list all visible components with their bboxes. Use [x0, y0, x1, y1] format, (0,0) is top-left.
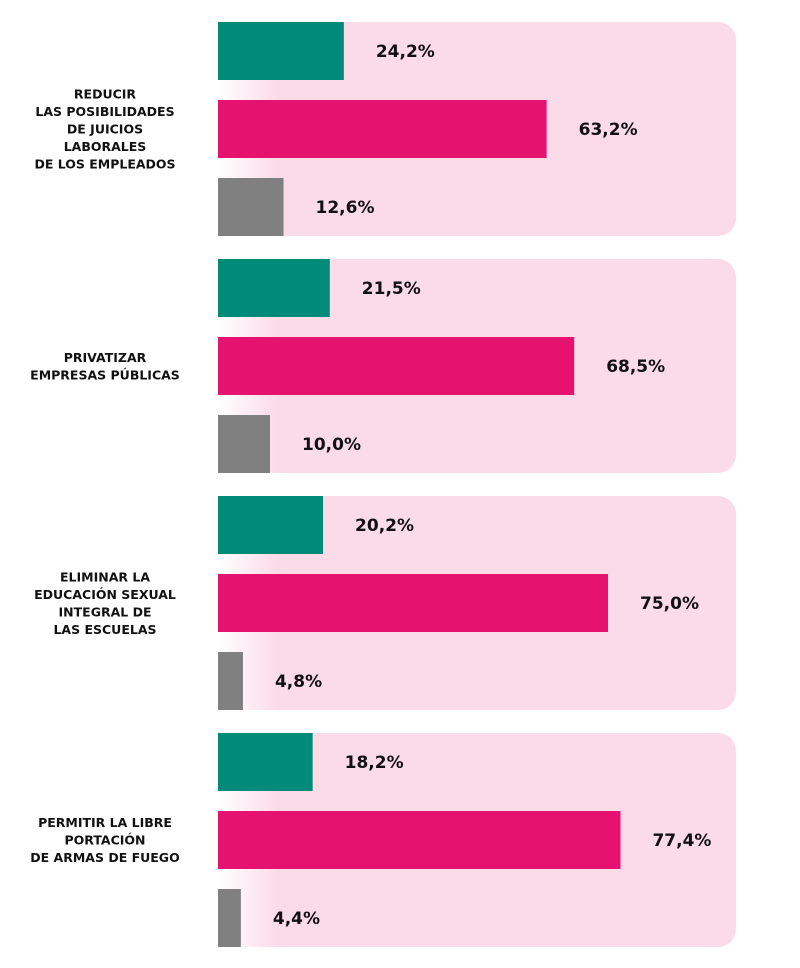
bar — [218, 178, 284, 236]
bar — [218, 100, 547, 158]
category-label: PRIVATIZAR — [64, 350, 147, 365]
category-label: PORTACIÓN — [65, 833, 146, 848]
bar — [218, 733, 313, 791]
data-label: 18,2% — [345, 753, 404, 773]
data-label: 75,0% — [640, 594, 699, 614]
bar — [218, 574, 608, 632]
bar — [218, 652, 243, 710]
bar — [218, 496, 324, 554]
category-group: PRIVATIZAR EMPRESAS PÚBLICAS 21,5% 68,5% 10,… — [30, 259, 736, 473]
data-label: 4,4% — [273, 909, 320, 929]
data-label: 68,5% — [606, 357, 665, 377]
category-group: REDUCIR LAS POSIBILIDADES DE JUICIOS LABORA… — [34, 22, 736, 236]
bar — [218, 22, 344, 80]
category-label: LABORALES — [64, 139, 147, 154]
data-label: 21,5% — [362, 279, 421, 299]
category-label: REDUCIR — [74, 87, 137, 102]
bar — [218, 811, 621, 869]
category-group: ELIMINAR LA EDUCACIÓN SEXUAL INTEGRAL DE LA… — [34, 496, 736, 710]
data-label: 10,0% — [302, 435, 361, 455]
bar — [218, 337, 575, 395]
category-label: LAS POSIBILIDADES — [35, 104, 174, 119]
data-label: 63,2% — [579, 120, 638, 140]
category-label: LAS ESCUELAS — [53, 622, 156, 637]
data-label: 24,2% — [376, 42, 435, 62]
bar — [218, 415, 270, 473]
bar — [218, 889, 241, 947]
category-label: EMPRESAS PÚBLICAS — [30, 367, 180, 382]
bar — [218, 259, 330, 317]
category-label: DE JUICIOS — [67, 122, 143, 137]
category-label: INTEGRAL DE — [59, 604, 152, 619]
category-label: DE ARMAS DE FUEGO — [30, 850, 179, 865]
data-label: 77,4% — [652, 831, 711, 851]
category-group: PERMITIR LA LIBRE PORTACIÓN DE ARMAS DE FU… — [30, 733, 736, 947]
category-label: DE LOS EMPLEADOS — [34, 157, 175, 172]
data-label: 20,2% — [355, 516, 414, 536]
data-label: 12,6% — [316, 198, 375, 218]
category-label: ELIMINAR LA — [60, 569, 150, 584]
category-label: EDUCACIÓN SEXUAL — [34, 587, 176, 602]
category-label: PERMITIR LA LIBRE — [38, 815, 172, 830]
data-label: 4,8% — [275, 672, 322, 692]
